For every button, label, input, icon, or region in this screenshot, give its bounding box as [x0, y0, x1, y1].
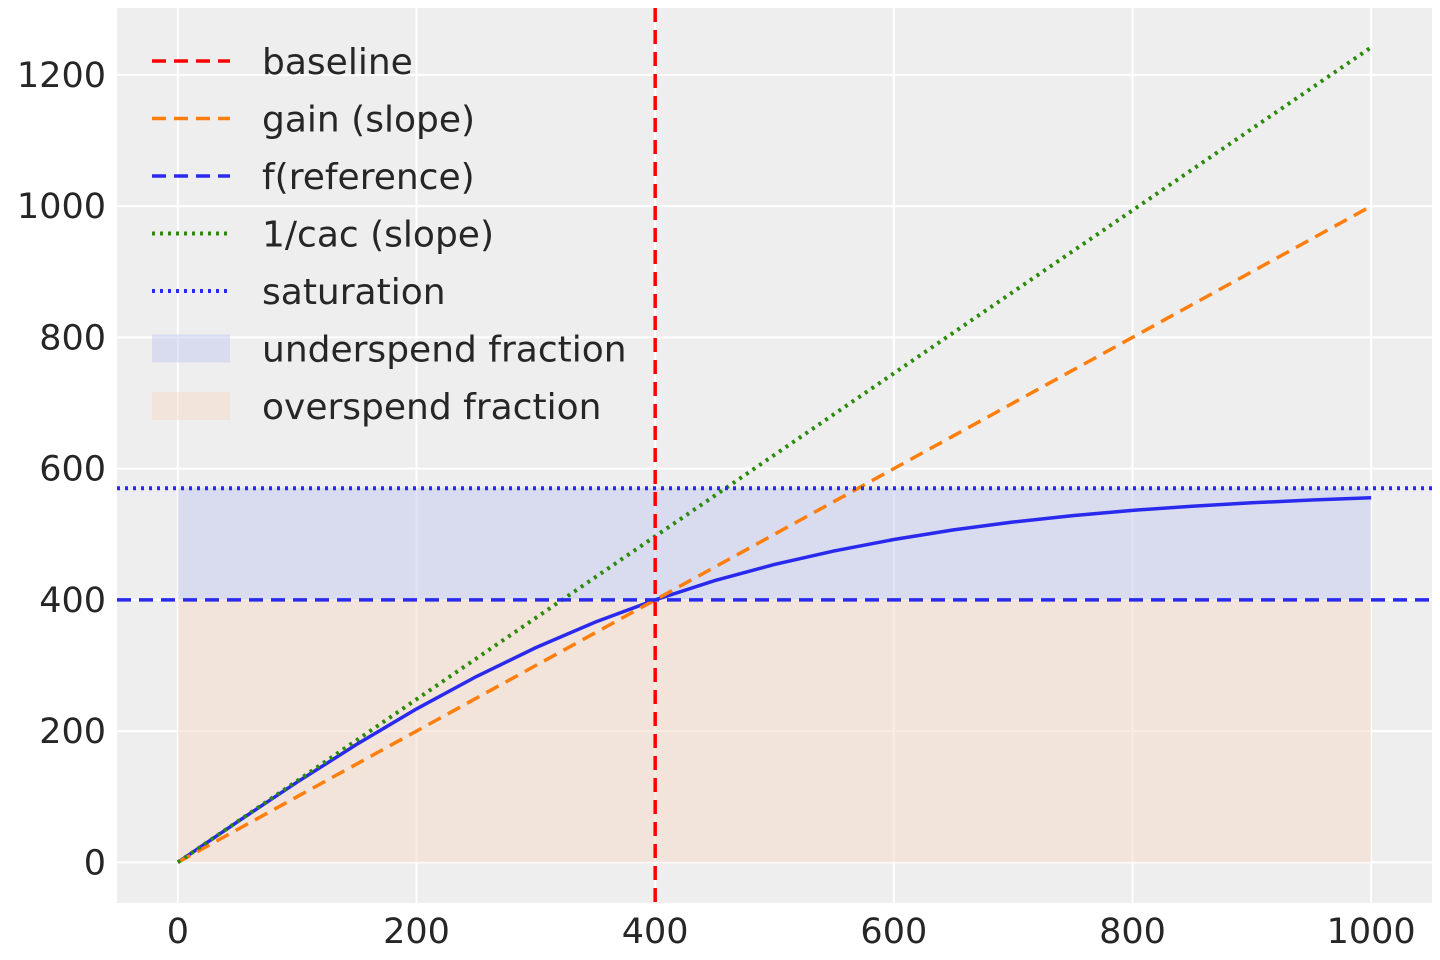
legend-label: underspend fraction	[262, 330, 627, 371]
x-tick-label: 800	[1099, 912, 1166, 952]
x-tick-label: 0	[167, 912, 189, 952]
legend-label: f(reference)	[262, 157, 475, 198]
x-tick-label: 200	[383, 912, 450, 952]
y-tick-label: 1200	[17, 56, 106, 96]
x-tick-label: 600	[860, 912, 927, 952]
legend-label: saturation	[262, 272, 446, 313]
y-tick-label: 400	[39, 581, 106, 621]
legend-label: overspend fraction	[262, 387, 601, 428]
x-tick-label: 400	[622, 912, 689, 952]
legend-label: baseline	[262, 42, 413, 83]
x-tick-label: 1000	[1327, 912, 1416, 952]
legend-swatch	[152, 392, 230, 420]
legend-label: gain (slope)	[262, 100, 475, 141]
y-tick-label: 0	[84, 843, 106, 883]
1-cac-slope--line	[176, 45, 1373, 864]
y-tick-label: 1000	[17, 187, 106, 227]
y-tick-label: 600	[39, 450, 106, 490]
response-curve-line	[176, 496, 1372, 864]
y-tick-label: 800	[39, 318, 106, 358]
overspend-fraction-area	[177, 599, 1372, 863]
legend-swatch	[152, 334, 230, 363]
gain-slope--line	[177, 204, 1372, 864]
legend-label: 1/cac (slope)	[262, 215, 494, 256]
y-tick-label: 200	[39, 712, 106, 752]
